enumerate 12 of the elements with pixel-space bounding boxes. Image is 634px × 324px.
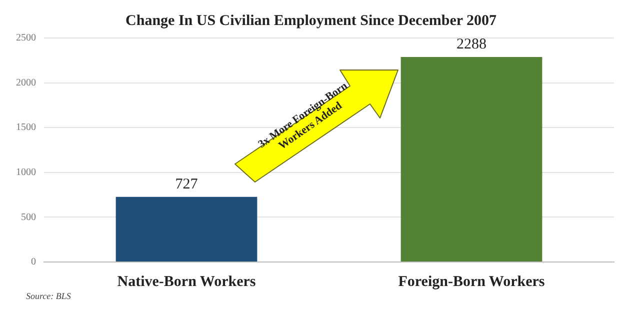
x-tick-label: Foreign-Born Workers	[398, 274, 545, 290]
y-tick-label: 2000	[16, 77, 36, 88]
y-tick-label: 1500	[16, 122, 36, 134]
y-tick-label: 1000	[16, 167, 36, 178]
chart-title: Change In US Civilian Employment Since December 2007	[126, 12, 497, 29]
x-tick-label: Native-Born Workers	[117, 274, 256, 290]
data-label: 727	[175, 176, 198, 192]
y-tick-label: 500	[21, 212, 36, 223]
data-label: 2288	[456, 36, 486, 52]
y-tick-label: 2500	[16, 32, 36, 44]
source-note: Source: BLS	[26, 291, 71, 301]
y-tick-label: 0	[31, 256, 36, 268]
